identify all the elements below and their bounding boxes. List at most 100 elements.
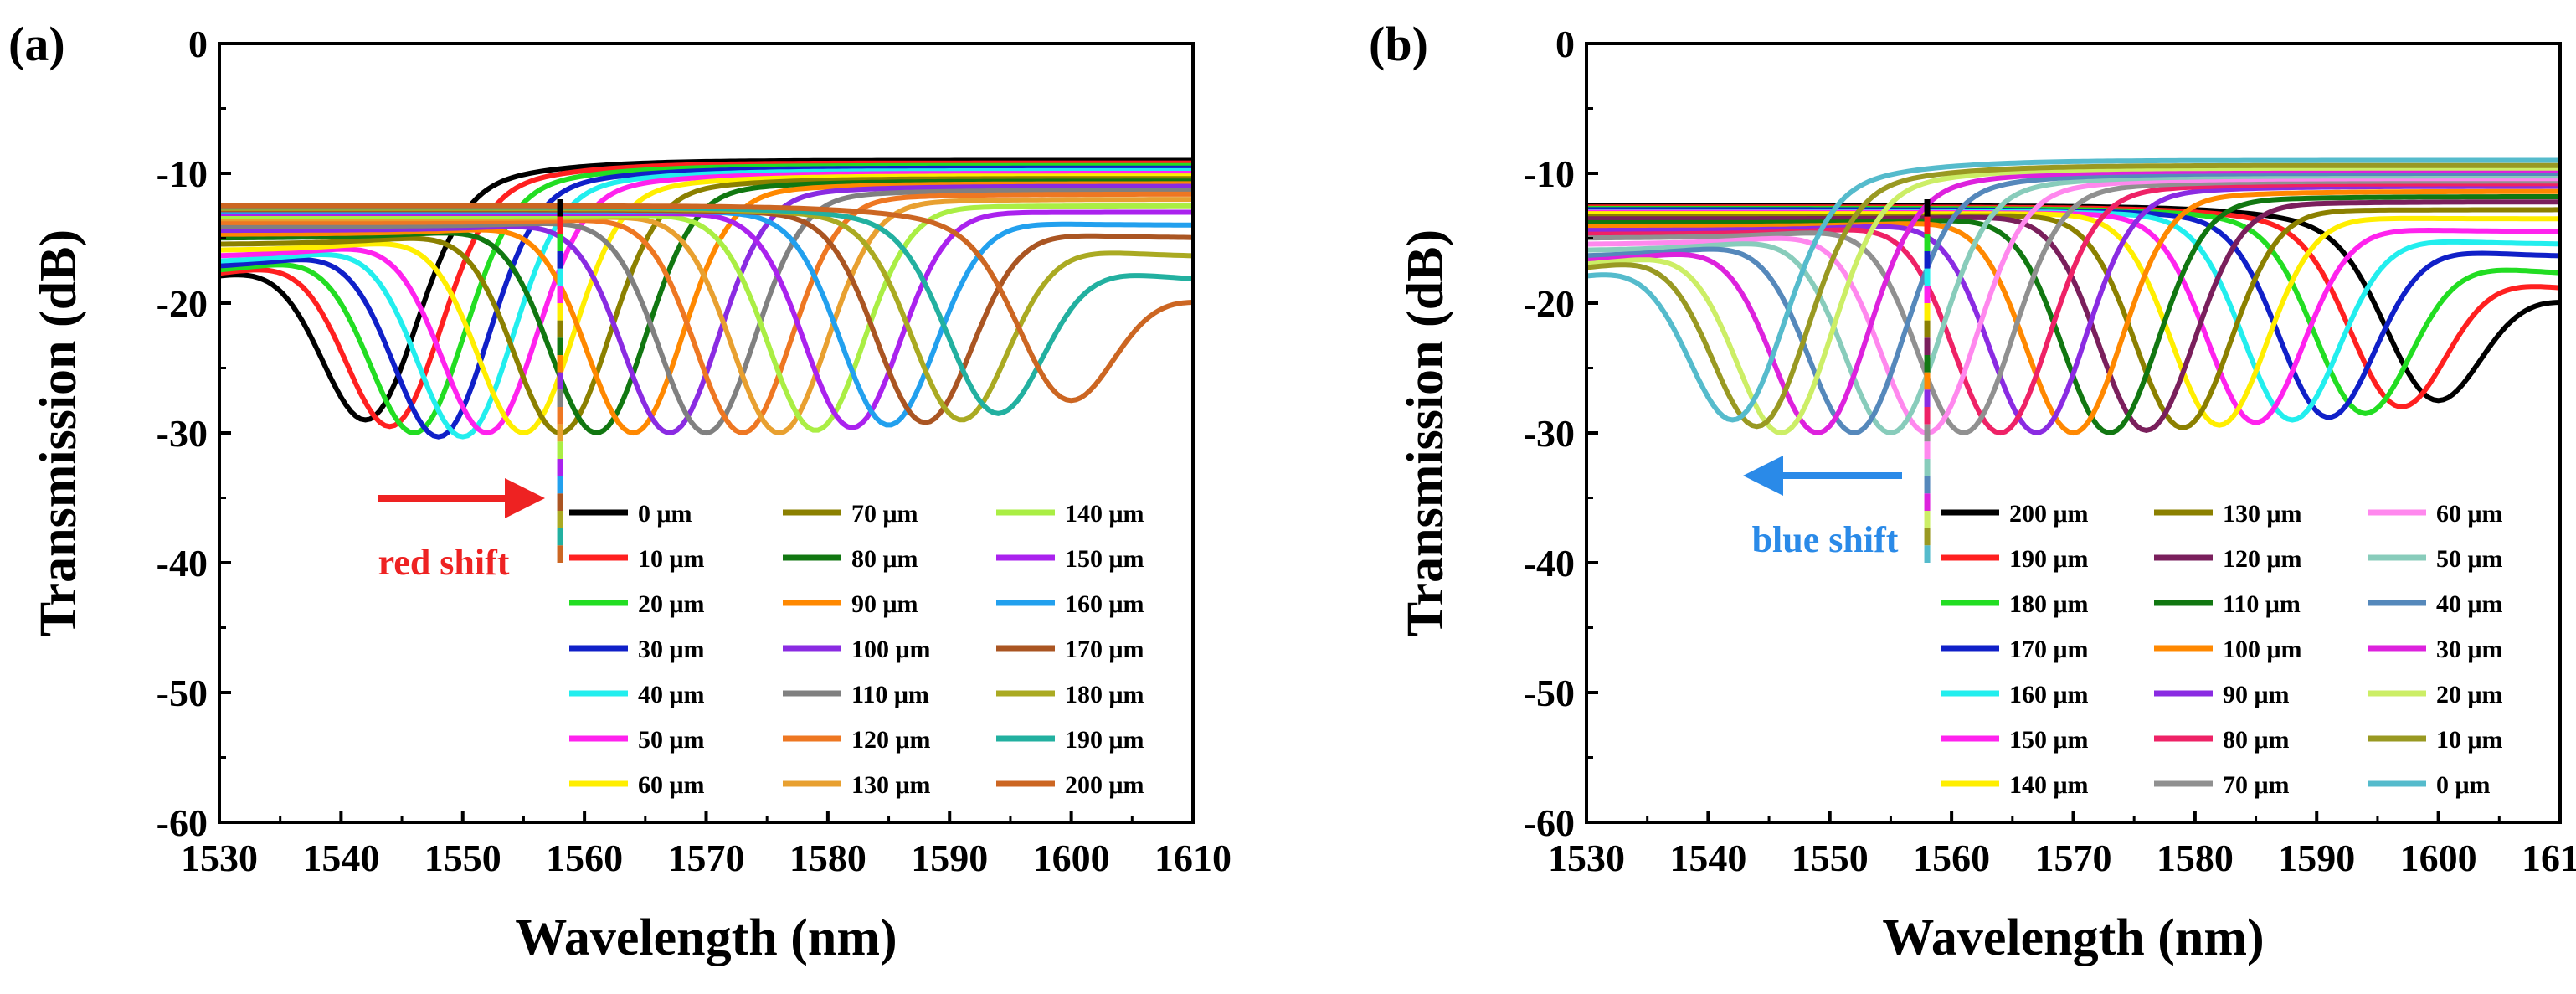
legend-item: 60 μm	[2368, 500, 2503, 528]
panel-a: (a) 1530 1540 1550 1560 1570 1580 1590 1600 1610…	[8, 17, 1231, 966]
panel-a-shift-label: red shift	[378, 542, 510, 583]
panel-a-y-ticks: 0 -10 -20 -30 -40 -50 -60	[157, 23, 231, 844]
legend-item: 30 μm	[569, 636, 705, 663]
panel-b-curves	[1586, 157, 2561, 563]
x-tick-label: 1570	[2035, 837, 2112, 879]
legend-item: 40 μm	[2368, 590, 2503, 618]
x-tick-label: 1530	[181, 837, 258, 879]
series-line	[219, 167, 1193, 440]
legend-item: 200 μm	[1941, 500, 2089, 528]
legend-item: 50 μm	[569, 726, 705, 754]
legend-item: 180 μm	[1941, 590, 2089, 618]
legend-label: 0 μm	[2436, 771, 2491, 799]
legend-label: 200 μm	[2009, 500, 2089, 528]
legend-item: 170 μm	[1941, 636, 2089, 663]
y-tick-label: 0	[1555, 23, 1575, 65]
panel-a-legend: 0 μm 10 μm 20 μm 30 μm 40 μm 50 μm 60 μm 70 μm 8…	[569, 500, 1144, 799]
legend-label: 40 μm	[638, 681, 705, 708]
x-tick-label: 1580	[789, 837, 866, 879]
legend-item: 40 μm	[569, 681, 705, 708]
y-tick-label: -20	[1524, 282, 1575, 325]
legend-label: 130 μm	[851, 771, 931, 799]
legend-label: 30 μm	[638, 636, 705, 663]
legend-item: 100 μm	[783, 636, 931, 663]
panel-a-x-ticks: 1530 1540 1550 1560 1570 1580 1590 1600 1610	[181, 811, 1231, 879]
legend-item: 80 μm	[2154, 726, 2290, 754]
series-line	[1586, 183, 2560, 435]
y-tick-label: -30	[157, 412, 208, 455]
legend-item: 50 μm	[2368, 545, 2503, 573]
series-line	[219, 160, 1193, 430]
legend-item: 170 μm	[996, 636, 1144, 663]
y-tick-label: 0	[188, 23, 208, 65]
series-line	[219, 203, 1193, 433]
panel-a-y-axis-title: Transmission (dB)	[30, 229, 87, 636]
legend-label: 30 μm	[2436, 636, 2503, 663]
panel-b-y-ticks: 0 -10 -20 -30 -40 -50 -60	[1524, 23, 1598, 844]
series-line	[219, 171, 1193, 436]
legend-item: 180 μm	[996, 681, 1144, 708]
x-tick-label: 1540	[302, 837, 379, 879]
series-line	[1586, 171, 2560, 436]
panel-a-curves	[219, 157, 1194, 563]
series-line	[219, 162, 1193, 436]
legend-label: 150 μm	[2009, 726, 2089, 754]
series-line	[219, 191, 1193, 435]
panel-b-y-axis-title: Transmission (dB)	[1397, 229, 1454, 636]
legend-label: 80 μm	[2223, 726, 2290, 754]
legend-item: 60 μm	[569, 771, 705, 799]
x-tick-label: 1590	[911, 837, 988, 879]
legend-item: 140 μm	[996, 500, 1144, 528]
legend-item: 70 μm	[2154, 771, 2290, 799]
legend-label: 0 μm	[638, 500, 692, 528]
legend-label: 160 μm	[2009, 681, 2089, 708]
x-tick-label: 1550	[424, 837, 501, 879]
x-tick-label: 1580	[2157, 837, 2234, 879]
series-line	[1586, 157, 2560, 423]
legend-label: 180 μm	[2009, 590, 2089, 618]
legend-label: 190 μm	[2009, 545, 2089, 573]
x-tick-label: 1590	[2278, 837, 2355, 879]
x-tick-label: 1600	[2400, 837, 2477, 879]
legend-label: 90 μm	[2223, 681, 2290, 708]
legend-item: 0 μm	[569, 500, 692, 528]
y-tick-label: -50	[157, 672, 208, 714]
legend-label: 40 μm	[2436, 590, 2503, 618]
series-line	[1586, 188, 2560, 436]
legend-item: 80 μm	[783, 545, 918, 573]
panel-b-shift-label: blue shift	[1752, 519, 1899, 560]
series-line	[219, 165, 1193, 440]
legend-item: 90 μm	[783, 590, 918, 618]
legend-item: 70 μm	[783, 500, 918, 528]
series-line	[219, 188, 1193, 436]
x-tick-label: 1610	[2522, 837, 2576, 879]
legend-item: 110 μm	[783, 681, 929, 708]
series-line	[219, 176, 1193, 436]
panel-b: (b) 1530 1540 1550 1560 1570 1580 1590 1600 161 0…	[1369, 17, 2576, 966]
legend-label: 120 μm	[2223, 545, 2302, 573]
panel-a-label: (a)	[8, 17, 65, 71]
legend-item: 130 μm	[783, 771, 931, 799]
legend-label: 200 μm	[1065, 771, 1144, 799]
panel-b-legend: 200 μm 190 μm 180 μm 170 μm 160 μm 150 μm 140 …	[1941, 500, 2503, 799]
legend-label: 100 μm	[851, 636, 931, 663]
series-line	[1586, 207, 2560, 430]
x-tick-label: 1560	[1913, 837, 1990, 879]
series-line	[219, 203, 1194, 404]
legend-label: 90 μm	[851, 590, 918, 618]
series-line	[1586, 178, 2560, 435]
y-tick-label: -60	[157, 801, 208, 844]
legend-item: 0 μm	[2368, 771, 2491, 799]
legend-label: 20 μm	[638, 590, 705, 618]
legend-label: 50 μm	[2436, 545, 2503, 573]
panel-b-label: (b)	[1369, 17, 1428, 71]
y-tick-label: -50	[1524, 672, 1575, 714]
legend-item: 20 μm	[569, 590, 705, 618]
legend-label: 140 μm	[1065, 500, 1144, 528]
x-tick-label: 1530	[1548, 837, 1625, 879]
legend-item: 130 μm	[2154, 500, 2302, 528]
legend-item: 30 μm	[2368, 636, 2503, 663]
legend-label: 60 μm	[2436, 500, 2503, 528]
legend-item: 190 μm	[1941, 545, 2089, 573]
